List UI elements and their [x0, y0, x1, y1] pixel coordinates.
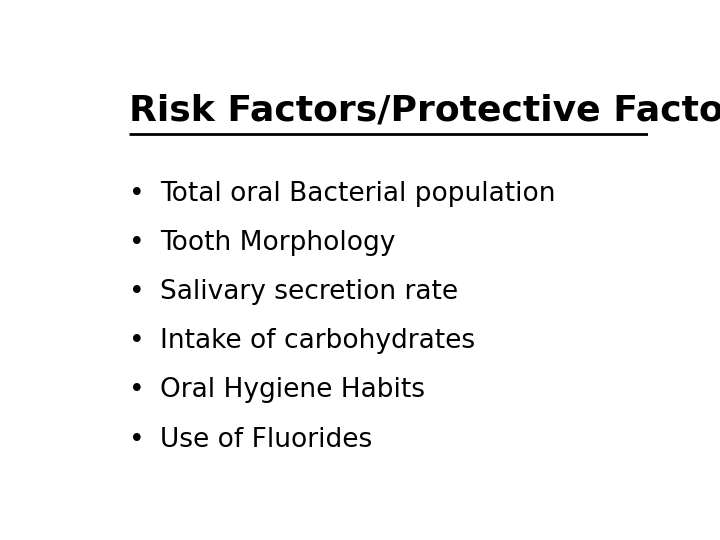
Text: Oral Hygiene Habits: Oral Hygiene Habits — [160, 377, 425, 403]
Text: Use of Fluorides: Use of Fluorides — [160, 427, 372, 453]
Text: Risk Factors/Protective Factors: Risk Factors/Protective Factors — [129, 94, 720, 128]
Text: •: • — [129, 279, 145, 305]
Text: Intake of carbohydrates: Intake of carbohydrates — [160, 328, 475, 354]
Text: Tooth Morphology: Tooth Morphology — [160, 230, 395, 256]
Text: Salivary secretion rate: Salivary secretion rate — [160, 279, 458, 305]
Text: •: • — [129, 427, 145, 453]
Text: Total oral Bacterial population: Total oral Bacterial population — [160, 181, 555, 207]
Text: •: • — [129, 230, 145, 256]
Text: •: • — [129, 377, 145, 403]
Text: •: • — [129, 181, 145, 207]
Text: •: • — [129, 328, 145, 354]
